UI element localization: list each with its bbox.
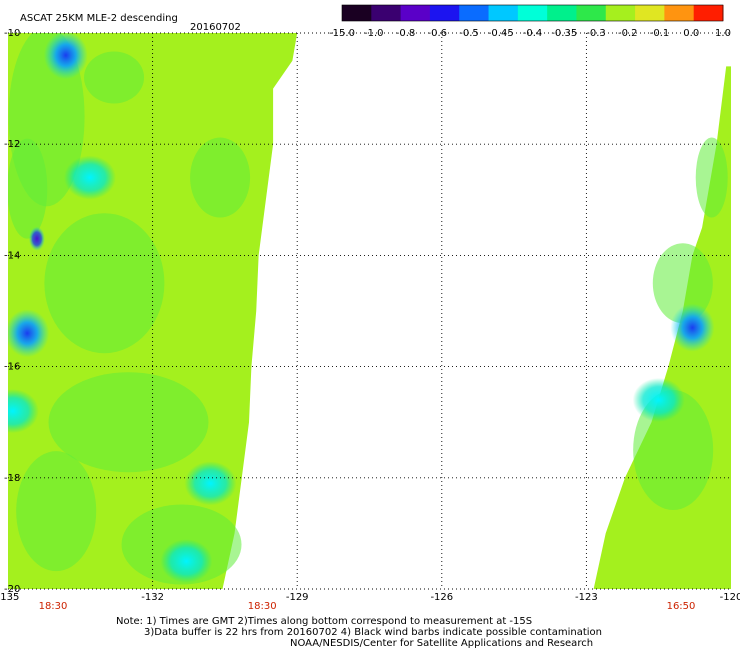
colorbar-label: -0.35 [551,28,577,39]
x-tick-label: -129 [286,592,309,603]
x-tick-label: -120 [720,592,740,603]
feature-layer [8,33,715,584]
low-value-feature [43,33,88,80]
colorbar-swatch [547,5,577,21]
swath-layer [8,33,731,589]
y-tick-label: -14 [4,250,20,261]
y-tick-label: -20 [4,584,20,595]
colorbar-swatch [459,5,490,21]
swath-region-green [652,243,713,324]
colorbar-label: -15.0 [329,28,355,39]
swath-region-green [44,213,165,354]
colorbar-label: -0.2 [618,28,638,39]
swath-region-green [190,137,251,218]
colorbar-label: -0.8 [396,28,416,39]
colorbar-label: 1.0 [715,28,731,39]
colorbar-label: 0.0 [683,28,699,39]
chart-date: 20160702 [190,22,241,33]
swath-region-green [84,51,145,104]
colorbar-swatch [576,5,607,21]
tick-layer: -10 -12 -14 -16 -18 -20-135 -132 -129 -126 -123 -1… [0,28,740,612]
low-value-feature [184,461,237,506]
low-value-feature [160,539,213,584]
swath-region-green [8,138,48,239]
y-tick-label: -18 [4,473,20,484]
x-tick-label: -126 [430,592,453,603]
colorbar-swatch [429,5,460,21]
colorbar-label: -0.4 [523,28,543,39]
colorbar-label: -0.3 [586,28,606,39]
colorbar-frame [341,4,724,22]
colorbar-swatch [664,5,695,21]
colorbar-swatch [517,5,548,21]
low-value-feature [8,309,50,358]
low-value-feature [63,155,116,200]
colorbar-label: -0.6 [427,28,447,39]
colorbar-swatch [400,5,431,21]
colorbar-swatch [605,5,636,21]
footer-note-2: 3)Data buffer is 22 hrs from 20160702 4)… [144,627,602,638]
colorbar-label: -1.0 [364,28,384,39]
colorbar-label: -0.1 [650,28,670,39]
y-tick-label: -16 [4,362,20,373]
x-tick-label: -123 [575,592,598,603]
time-label: 16:50 [667,601,696,612]
colorbar-swatch [488,5,519,21]
low-value-feature [8,389,39,434]
grid-layer [8,32,731,590]
low-value-feature [28,226,45,251]
swath-region-green [48,372,209,473]
y-tick-label: -12 [4,139,20,150]
time-label: 18:30 [39,601,68,612]
low-value-feature [670,303,715,352]
colorbar-swatch [342,5,372,21]
colorbar-label: -0.45 [488,28,514,39]
swath-region-green [695,137,728,218]
x-tick-label: -132 [141,592,164,603]
time-label: 18:30 [248,601,277,612]
swath-region-green [16,451,97,572]
x-tick-label: -135 [0,592,19,603]
colorbar-swatch [635,5,665,21]
y-tick-label: -10 [4,28,20,39]
chart-title: ASCAT 25KM MLE-2 descending [20,13,178,24]
colorbar-swatch [693,5,724,21]
footer-note-1: Note: 1) Times are GMT 2)Times along bot… [116,616,533,627]
colorbar: -15.0 -1.0 -0.8 -0.6 -0.5 -0.45 -0.4 -0.35 -0.3 -… [329,4,731,39]
low-value-feature [632,377,685,422]
colorbar-label: -0.5 [459,28,479,39]
colorbar-swatch [371,5,402,21]
footer-note-3: NOAA/NESDIS/Center for Satellite Applica… [290,638,594,649]
